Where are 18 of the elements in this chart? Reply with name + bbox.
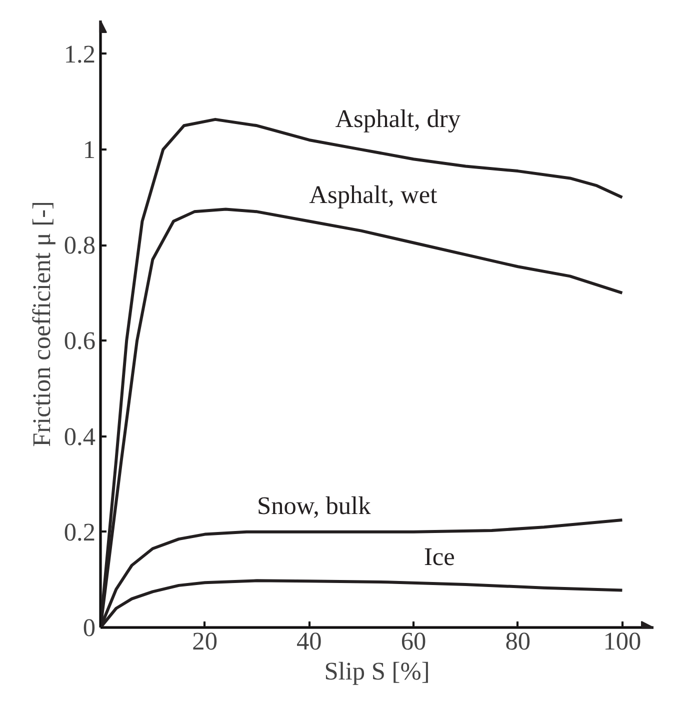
series-label: Snow, bulk	[257, 492, 372, 520]
y-axis-title: Friction coefficient μ [-]	[28, 201, 56, 447]
y-tick-label: 1.2	[64, 40, 96, 68]
series-label: Ice	[424, 543, 455, 572]
y-tick-label: 0.2	[64, 518, 96, 546]
y-tick-label: 0	[82, 614, 96, 642]
x-tick-label: 40	[296, 628, 322, 656]
series-label: Asphalt, dry	[335, 104, 461, 133]
y-tick-label: 0.8	[64, 232, 96, 260]
x-tick-label: 100	[603, 628, 642, 656]
x-tick-label: 80	[505, 628, 531, 656]
y-tick-label: 1	[82, 136, 96, 164]
y-tick-label: 0.6	[64, 327, 96, 356]
x-tick-label: 60	[400, 628, 426, 656]
x-axis-title: Slip S [%]	[324, 658, 430, 686]
y-tick-label: 0.4	[64, 422, 96, 451]
x-tick-label: 20	[192, 628, 218, 656]
series-label: Asphalt, wet	[309, 181, 438, 210]
